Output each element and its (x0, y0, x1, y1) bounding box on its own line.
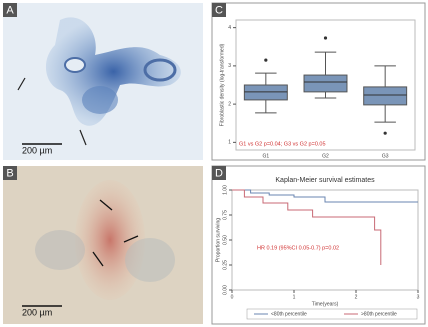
legend-label: >80th percentile (361, 311, 397, 317)
outlier (384, 132, 387, 135)
y-axis-title: Fibroblastic density (log-transformed) (219, 43, 225, 126)
annotation: G1 vs G2 p=0.04; G3 vs G2 p=0.05 (239, 141, 326, 147)
panel-b: 200 µm B (3, 166, 203, 324)
y-tick-label: 3 (228, 63, 231, 69)
annotation: HR 0.19 (95%CI 0.05-0.7) p=0.02 (257, 245, 339, 251)
x-tick-label: G3 (382, 153, 389, 159)
tissue (35, 230, 85, 270)
tissue (125, 238, 175, 282)
chart-title: Kaplan-Meier survival estimates (275, 177, 375, 184)
y-tick-label: 0.75 (222, 210, 228, 220)
y-tick-label: 0.50 (222, 235, 228, 245)
scale-bar-label: 200 µm (22, 307, 52, 317)
x-tick-label: 0 (231, 294, 234, 300)
panel-label: D (215, 167, 223, 179)
x-tick-label: G2 (322, 153, 329, 159)
vessel (65, 58, 85, 72)
panel-a: 200 µm A (3, 3, 203, 160)
page: 200 µm A 200 µm B 1 2 3 4 Fibroblastic densi… (0, 0, 428, 327)
box (244, 85, 287, 100)
x-tick-label: 3 (417, 294, 420, 300)
figure: 200 µm A 200 µm B 1 2 3 4 Fibroblastic densi… (0, 0, 428, 327)
box (304, 75, 347, 92)
x-tick-label: 2 (355, 294, 358, 300)
legend-label: <80th percentile (271, 311, 307, 317)
y-tick-label: 0.00 (222, 285, 228, 295)
panel-label: B (6, 167, 13, 179)
y-tick-label: 4 (228, 25, 231, 31)
panel-label: A (6, 4, 14, 16)
scale-bar-label: 200 µm (22, 145, 52, 155)
y-tick-label: 1 (228, 140, 231, 146)
tissue (75, 180, 145, 300)
y-tick-label: 1.00 (222, 185, 228, 195)
x-tick-label: G1 (262, 153, 269, 159)
y-axis-title: Proportion surviving (215, 218, 221, 262)
y-tick-label: 0.25 (222, 260, 228, 270)
tissue (82, 86, 118, 114)
panel-label: C (215, 4, 223, 16)
outlier (264, 59, 267, 62)
outlier (324, 36, 327, 39)
x-axis-title: Time(years) (312, 301, 339, 307)
x-tick-label: 1 (293, 294, 296, 300)
y-tick-label: 2 (228, 101, 231, 107)
box (364, 87, 407, 105)
